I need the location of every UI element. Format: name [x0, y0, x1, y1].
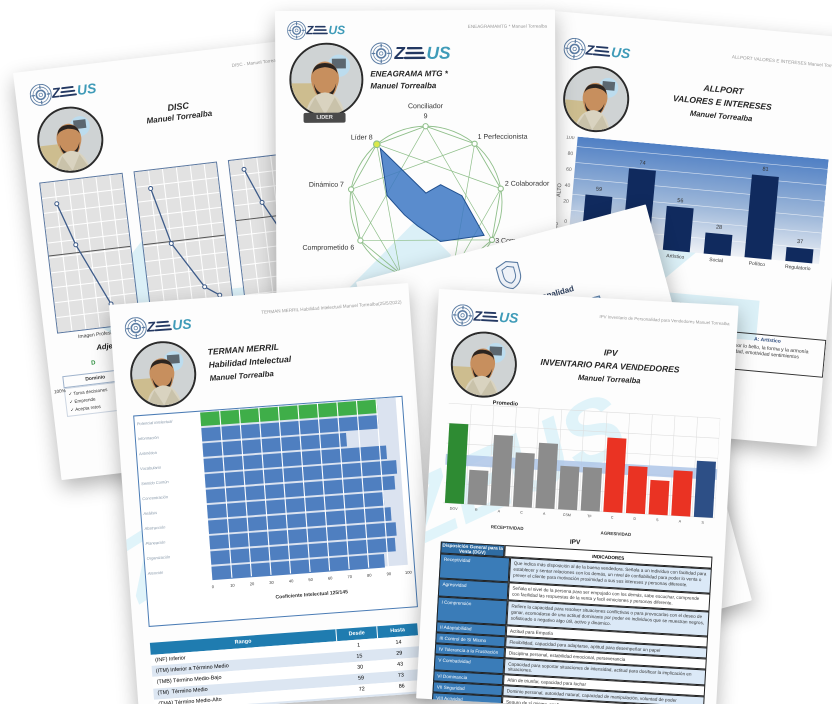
svg-text:1 Perfeccionista: 1 Perfeccionista [478, 134, 528, 141]
svg-text:Potencial intelectual: Potencial intelectual [137, 419, 173, 427]
svg-text:TF: TF [587, 514, 592, 518]
svg-text:80: 80 [367, 572, 373, 577]
svg-text:100: 100 [405, 569, 413, 575]
svg-text:2 Colaborador: 2 Colaborador [505, 181, 550, 188]
svg-text:A: A [498, 509, 501, 513]
svg-text:40: 40 [289, 578, 295, 583]
svg-text:S: S [656, 518, 659, 522]
svg-text:37: 37 [797, 239, 804, 246]
svg-text:Artístico: Artístico [666, 253, 685, 261]
svg-text:Coeficiente Intelectual 125/14: Coeficiente Intelectual 125/145 [275, 589, 348, 600]
svg-text:Social: Social [709, 257, 723, 264]
svg-text:S: S [701, 521, 704, 525]
svg-text:Regulatorio: Regulatorio [785, 264, 811, 272]
svg-text:80: 80 [567, 151, 573, 157]
svg-text:100: 100 [566, 135, 575, 142]
svg-text:0: 0 [212, 584, 215, 589]
svg-text:R: R [475, 508, 478, 512]
svg-text:Análisis: Análisis [142, 510, 157, 516]
svg-text:28: 28 [716, 224, 723, 231]
svg-text:Político: Político [748, 261, 765, 268]
svg-text:81: 81 [762, 166, 769, 173]
svg-text:20: 20 [563, 199, 569, 205]
svg-text:10: 10 [230, 582, 236, 587]
svg-text:56: 56 [677, 198, 684, 205]
svg-text:74: 74 [639, 160, 646, 167]
svg-text:ALTO: ALTO [556, 182, 563, 197]
svg-text:Dinámico 7: Dinámico 7 [309, 182, 344, 189]
svg-text:Atención: Atención [147, 570, 165, 576]
svg-text:90: 90 [386, 571, 392, 576]
svg-text:Conciliador: Conciliador [408, 103, 444, 110]
svg-text:Comprometido 6: Comprometido 6 [302, 245, 354, 252]
svg-text:Información: Información [138, 435, 160, 442]
svg-text:59: 59 [596, 186, 603, 193]
svg-text:60: 60 [328, 575, 334, 580]
svg-text:Aritmética: Aritmética [138, 450, 158, 456]
svg-text:Planeación: Planeación [145, 539, 166, 545]
svg-text:Vocabulario: Vocabulario [140, 465, 162, 472]
svg-text:Organización: Organización [146, 554, 171, 561]
svg-text:9: 9 [424, 113, 428, 120]
svg-text:C: C [520, 510, 523, 514]
svg-text:Abstracción: Abstracción [143, 524, 166, 531]
svg-text:0: 0 [564, 219, 568, 225]
svg-text:50: 50 [308, 577, 314, 582]
svg-text:C: C [611, 516, 614, 520]
svg-text:Concentración: Concentración [142, 494, 169, 501]
svg-text:Líder 8: Líder 8 [351, 134, 373, 141]
svg-text:40: 40 [564, 183, 570, 189]
svg-text:20: 20 [250, 581, 256, 586]
svg-text:A: A [679, 519, 682, 523]
svg-text:A: A [543, 512, 546, 516]
svg-text:30: 30 [269, 580, 275, 585]
svg-text:DGV: DGV [450, 507, 459, 511]
svg-text:CSM: CSM [563, 513, 571, 517]
svg-text:Sentido Común: Sentido Común [141, 479, 170, 486]
svg-text:70: 70 [347, 574, 353, 579]
svg-text:D: D [633, 517, 636, 521]
svg-text:60: 60 [566, 167, 572, 173]
